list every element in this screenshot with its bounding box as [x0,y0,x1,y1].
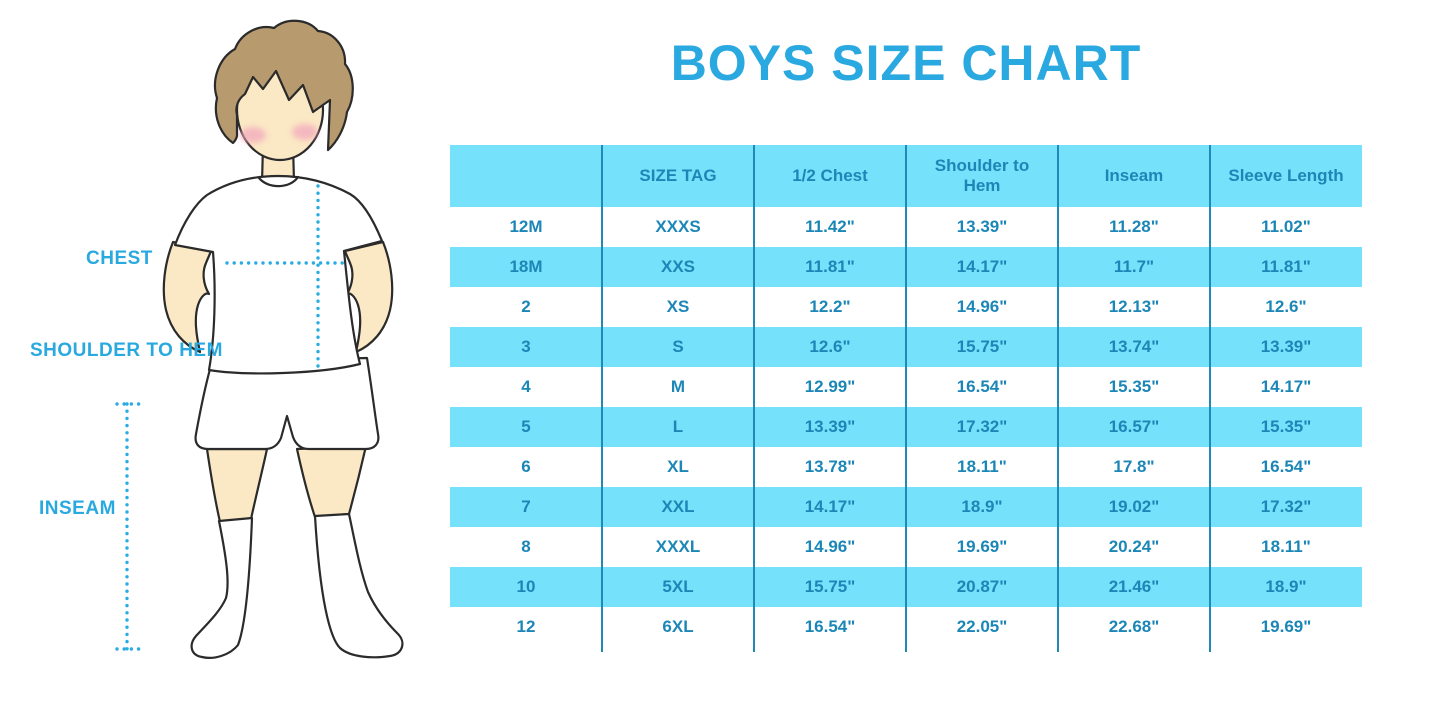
table-cell: 16.54" [1260,457,1312,476]
table-cell: 11.7" [1113,257,1155,276]
boy-right-sock [313,512,404,659]
table-cell: 14.17" [1260,377,1312,396]
table-cell: 18.11" [1261,537,1311,556]
table-cell: 18.11" [957,457,1007,476]
table-cell: XXXL [655,537,701,556]
table-cell: 13.74" [1108,337,1160,356]
table-cell: 11.81" [805,257,855,276]
table-cell: 6 [521,457,531,476]
table-cell: 15.75" [956,337,1008,356]
table-cell: XXL [661,497,695,516]
column-divider [1209,145,1211,652]
table-cell: 12.13" [1108,297,1160,316]
boy-collar [257,175,300,188]
table-cell: 22.05" [956,617,1008,636]
table-cell: M [670,377,686,396]
header-cell-shoulder-to-hem: Shoulder to Hem [934,155,1030,195]
table-cell: 11.28" [1109,217,1159,236]
table-cell: 13.39" [804,417,856,436]
table-cell: 18M [509,257,543,276]
table-cell: 17.8" [1113,457,1155,476]
table-cell: 19.69" [1260,617,1312,636]
column-divider [1057,145,1059,652]
boy-illustration [115,19,404,659]
column-divider [905,145,907,652]
table-cell: 12.6" [809,337,851,356]
table-cell: 21.46" [1108,577,1160,596]
table-cell: 16.57" [1108,417,1160,436]
table-cell: 16.54" [804,617,856,636]
table-cell: 15.35" [1108,377,1160,396]
table-cell: 15.75" [804,577,856,596]
table-cell: S [672,337,684,356]
header-cell-size [450,145,602,207]
table-cell: 14.96" [804,537,856,556]
table-cell: 12.6" [1265,297,1307,316]
table-cell: 17.32" [1260,497,1312,516]
table-cell: 12 [516,617,536,636]
table-cell: XXS [660,257,696,276]
inseam-label: INSEAM [39,498,116,519]
table-cell: 18.9" [1265,577,1307,596]
table-cell: 20.24" [1108,537,1160,556]
boy-shorts [194,356,380,451]
boy-left-sock [190,516,254,659]
table-cell: 5 [521,417,531,436]
table-cell: 19.69" [956,537,1008,556]
table-cell: 12.99" [804,377,856,396]
table-cell: 6XL [662,617,694,636]
table-cell: 10 [516,577,536,596]
boy-tshirt [173,174,384,375]
header-cell-size-tag: SIZE TAG [639,165,717,185]
header-cell-half-chest: 1/2 Chest [792,165,868,185]
table-cell: 16.54" [956,377,1008,396]
page-title: BOYS SIZE CHART [670,35,1142,91]
size-table: SIZE TAG 1/2 Chest Shoulder to Hem Insea… [450,145,1362,654]
table-cell: 15.35" [1260,417,1312,436]
column-divider [601,145,603,652]
table-cell: 11.42" [805,217,855,236]
table-cell: 8 [521,537,531,556]
table-cell: 12M [509,217,543,236]
table-cell: L [672,417,684,436]
table-cell: 20.87" [956,577,1008,596]
table-cell: 13.78" [804,457,856,476]
table-cell: 11.81" [1261,257,1311,276]
table-cell: 4 [521,377,531,396]
chest-label: CHEST [86,248,153,269]
table-cell: 18.9" [961,497,1003,516]
boy-right-leg [295,444,368,519]
table-cell: 5XL [662,577,694,596]
table-cell: 22.68" [1108,617,1160,636]
table-cell: 19.02" [1108,497,1160,516]
table-cell: 13.39" [1260,337,1312,356]
table-cell: 17.32" [956,417,1008,436]
table-cell: XS [666,297,690,316]
table-cell: 3 [521,337,531,356]
table-cell: 14.17" [956,257,1008,276]
table-cell: 14.17" [804,497,856,516]
table-cell: XXXS [655,217,701,236]
boy-right-arm [343,240,394,354]
header-cell-sleeve-length: Sleeve Length [1228,165,1344,185]
table-cell: 7 [521,497,531,516]
table-cell: 12.2" [809,297,851,316]
table-cell: 14.96" [956,297,1008,316]
table-cell: 13.39" [956,217,1008,236]
boy-hair [213,19,354,152]
header-cell-inseam: Inseam [1104,165,1164,185]
boy-left-arm [162,240,213,354]
column-divider [753,145,755,652]
boy-blush [240,124,318,143]
table-cell: XL [667,457,689,476]
boy-left-leg [205,447,269,524]
table-cell: 11.02" [1261,217,1311,236]
table-cell: 2 [521,297,531,316]
shoulder-to-hem-label: SHOULDER TO HEM [30,340,223,361]
